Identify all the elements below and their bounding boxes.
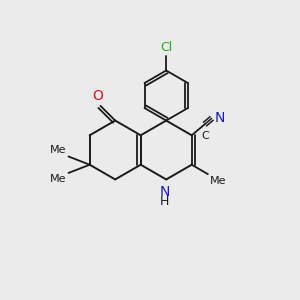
Text: Me: Me	[50, 145, 66, 155]
Text: O: O	[93, 89, 104, 103]
Text: Me: Me	[50, 174, 66, 184]
Text: N: N	[215, 112, 226, 125]
Text: Me: Me	[210, 176, 227, 187]
Text: C: C	[201, 130, 209, 141]
Text: Cl: Cl	[160, 41, 172, 54]
Text: H: H	[160, 195, 169, 208]
Text: N: N	[160, 185, 170, 199]
